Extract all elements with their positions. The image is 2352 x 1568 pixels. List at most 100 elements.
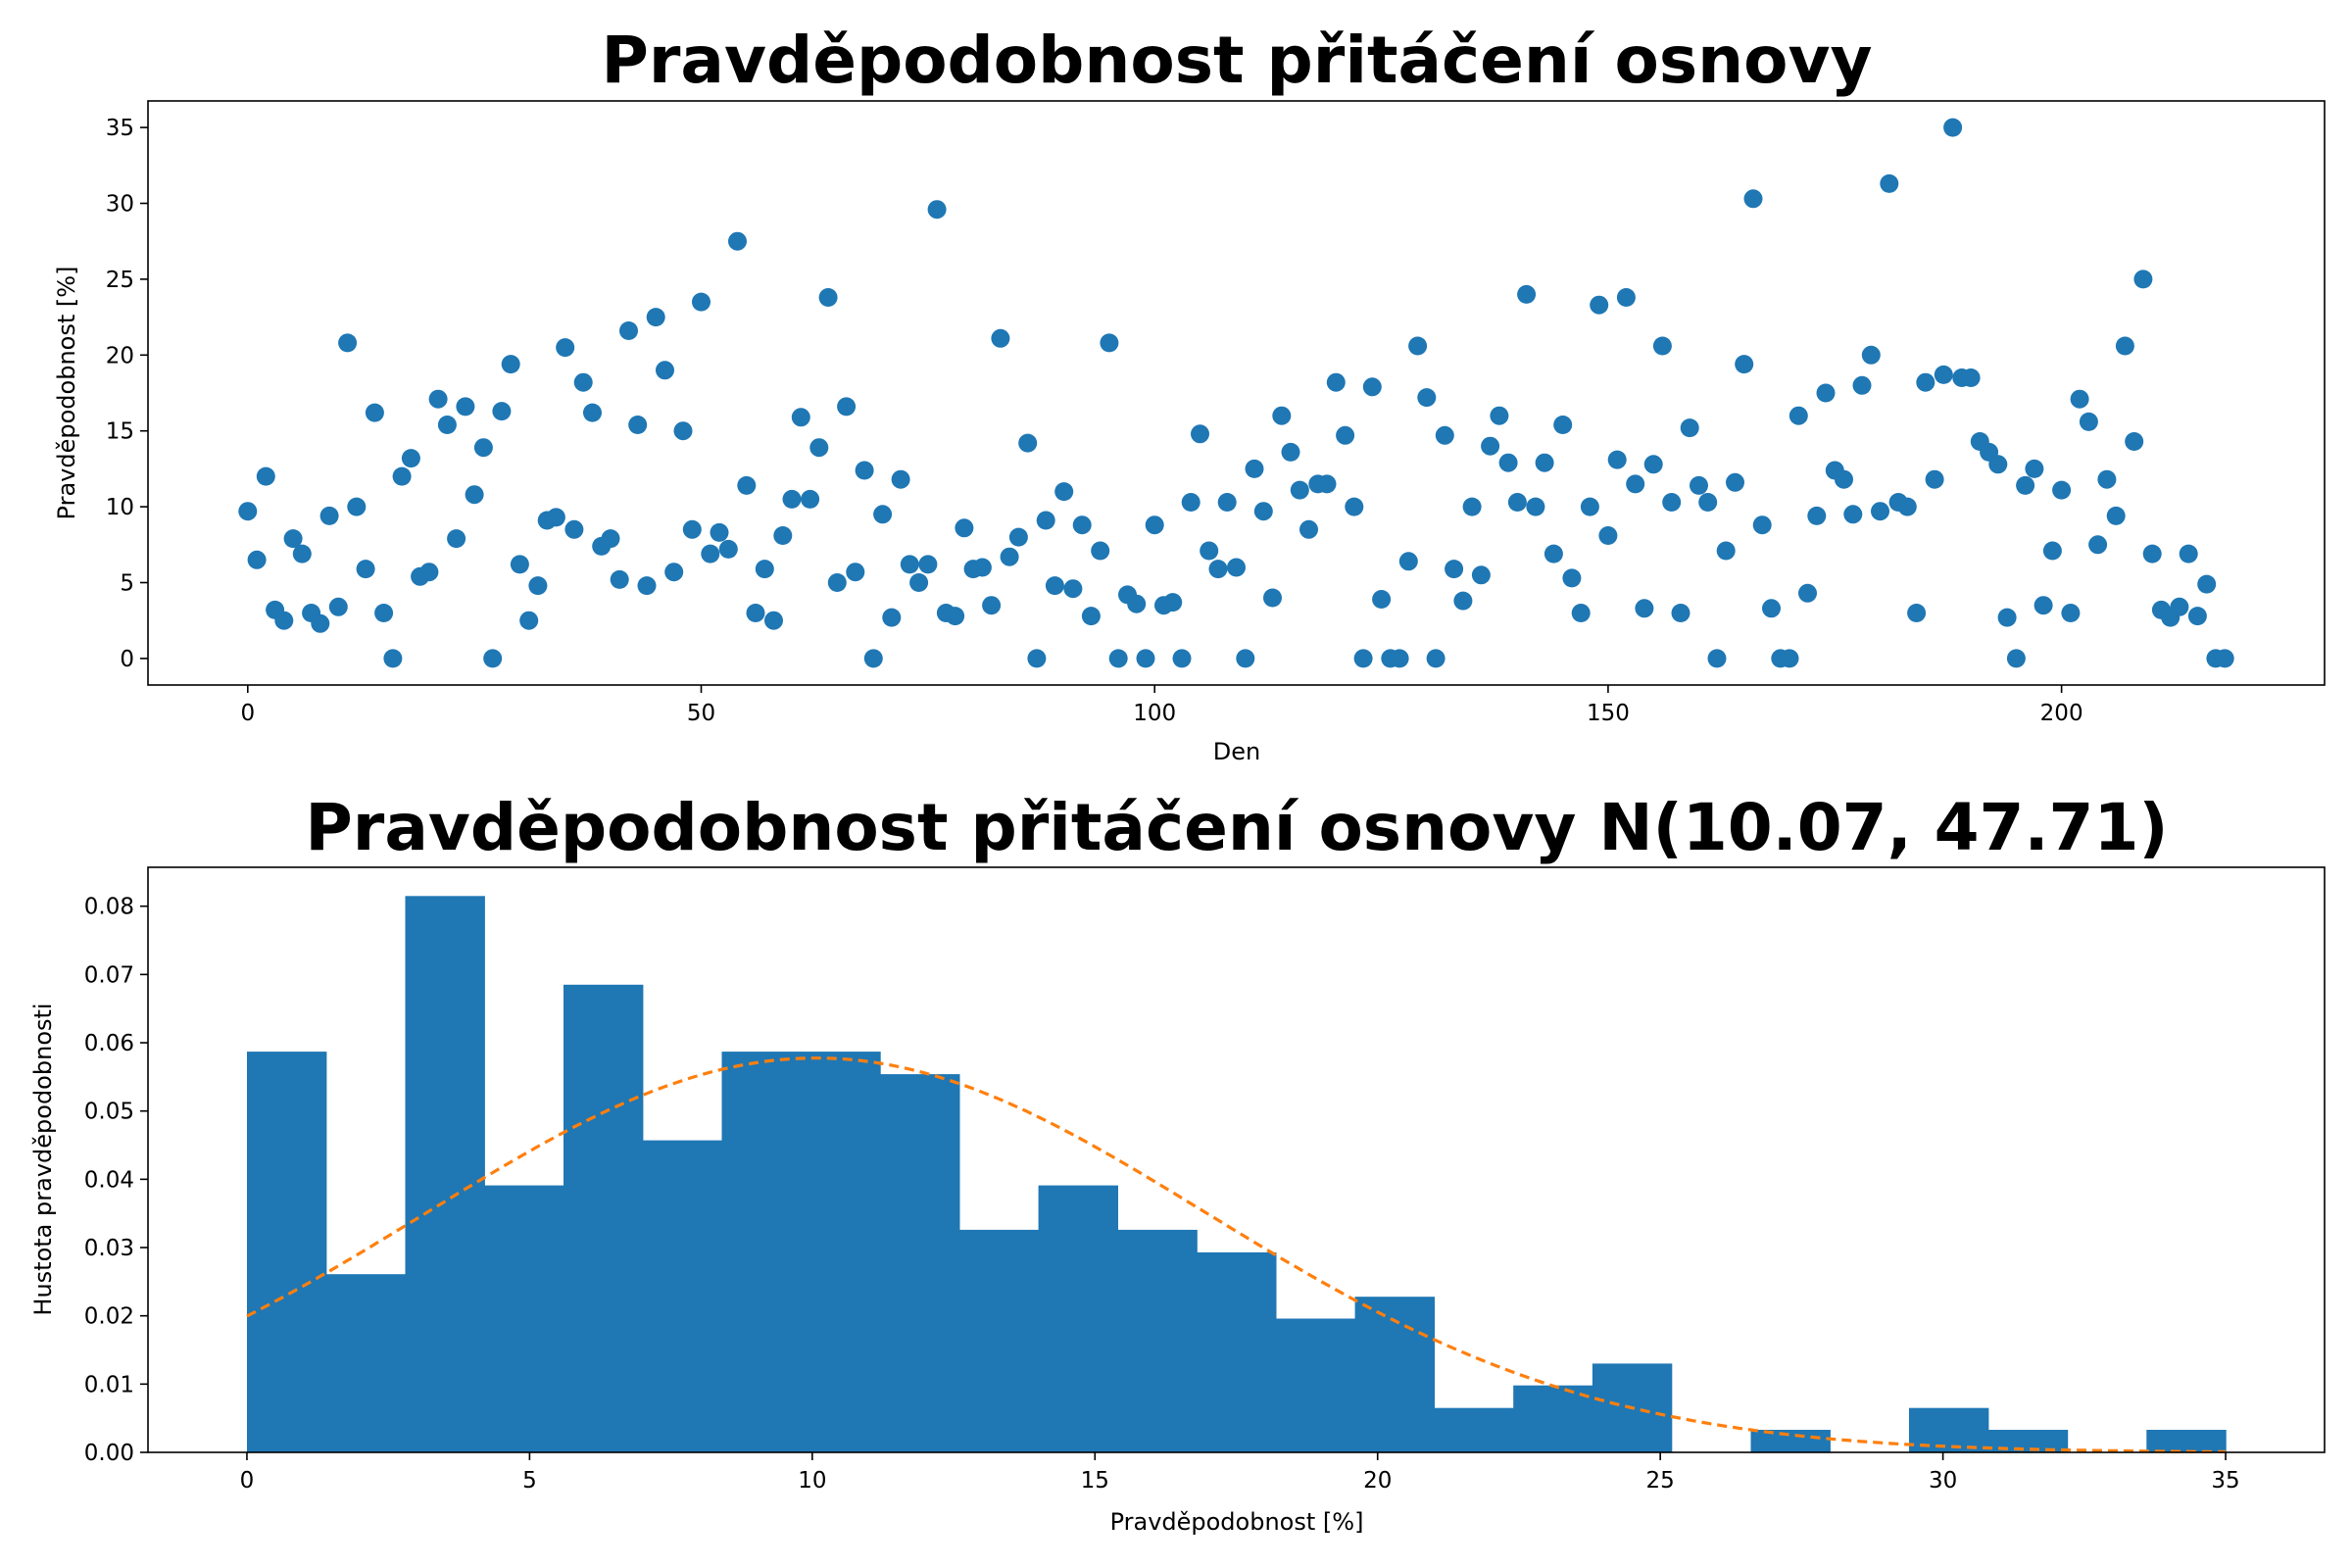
scatter-point — [1871, 502, 1889, 521]
x-tick-label: 0 — [240, 701, 255, 726]
scatter-point — [401, 449, 420, 468]
scatter-point — [1054, 482, 1074, 502]
scatter-point — [1227, 558, 1246, 577]
scatter-point — [437, 416, 457, 434]
scatter-point — [1136, 649, 1155, 668]
y-tick-label: 0.02 — [84, 1304, 134, 1330]
histogram-bar — [642, 1140, 723, 1452]
scatter-point — [1816, 383, 1836, 403]
scatter-point — [1807, 506, 1827, 525]
scatter-point — [1072, 515, 1092, 535]
y-tick-label: 0 — [120, 647, 134, 672]
scatter-point — [1997, 608, 2017, 627]
scatter-point — [1127, 594, 1147, 613]
histogram-bar — [958, 1229, 1040, 1452]
scatter-point — [1263, 588, 1282, 608]
scatter-point — [2088, 535, 2108, 555]
histogram-bar — [801, 1052, 881, 1452]
scatter-point — [1934, 365, 1953, 384]
scatter-point — [1607, 450, 1627, 469]
histogram-bar — [880, 1074, 960, 1452]
scatter-point — [1798, 583, 1817, 603]
scatter-point — [510, 555, 529, 574]
scatter-point — [1245, 459, 1264, 478]
scatter-point — [1916, 372, 1936, 392]
scatter-point — [419, 563, 439, 582]
scatter-point — [673, 421, 693, 441]
histogram-x-ticks: 0 5 10 15 20 25 30 35 — [240, 1452, 2240, 1494]
scatter-point — [692, 292, 710, 312]
histogram-bar — [1513, 1385, 1593, 1452]
scatter-point — [2170, 597, 2189, 616]
scatter-point — [746, 604, 765, 622]
scatter-point — [1988, 455, 2008, 474]
scatter-point — [428, 389, 448, 409]
scatter-point — [311, 613, 330, 633]
scatter-point — [1253, 502, 1273, 521]
scatter-point — [863, 649, 883, 668]
scatter-point — [2215, 649, 2234, 668]
scatter-point — [2179, 544, 2198, 564]
y-tick-label: 30 — [106, 191, 134, 217]
scatter-point — [447, 529, 466, 549]
scatter-point — [764, 611, 783, 630]
scatter-point — [338, 333, 358, 353]
scatter-point — [473, 438, 493, 458]
y-tick-label: 10 — [106, 495, 134, 520]
scatter-chart: Pravděpodobnost přitáčení osnovy 0 50 100 1… — [53, 23, 2326, 765]
scatter-point — [1635, 599, 1654, 618]
histogram-bar — [1117, 1229, 1198, 1452]
scatter-point — [2052, 480, 2072, 500]
scatter-point — [1172, 649, 1192, 668]
scatter-point — [791, 408, 810, 427]
scatter-point — [1852, 375, 1872, 395]
scatter-point — [1000, 547, 1019, 566]
scatter-point — [1181, 493, 1200, 512]
scatter-point — [809, 438, 829, 458]
scatter-point — [755, 560, 774, 579]
histogram-bar — [405, 896, 485, 1452]
scatter-y-axis-label: Pravděpodobnost [%] — [53, 267, 80, 520]
scatter-point — [1507, 493, 1527, 512]
scatter-point — [1526, 497, 1545, 516]
scatter-point — [1880, 173, 1899, 193]
histogram-y-axis-label: Hustota pravděpodobnosti — [29, 1003, 57, 1315]
x-tick-label: 150 — [1587, 701, 1630, 726]
x-tick-label: 15 — [1081, 1468, 1109, 1494]
scatter-point — [955, 518, 974, 538]
scatter-point — [601, 529, 620, 549]
scatter-point — [1081, 607, 1101, 626]
scatter-point — [564, 519, 584, 539]
scatter-point — [347, 497, 367, 516]
scatter-point — [1735, 355, 1754, 374]
scatter-point — [846, 563, 865, 582]
scatter-point — [1553, 416, 1573, 434]
scatter-point — [1680, 418, 1699, 438]
scatter-point — [483, 649, 503, 668]
y-tick-label: 0.04 — [84, 1167, 134, 1193]
scatter-point — [701, 544, 720, 564]
y-tick-label: 0.06 — [84, 1031, 134, 1056]
scatter-point — [1752, 515, 1772, 535]
scatter-point — [274, 611, 294, 630]
scatter-point — [1498, 453, 1518, 472]
scatter-point — [682, 519, 702, 539]
histogram-bar — [247, 1052, 327, 1452]
scatter-point — [528, 576, 548, 596]
scatter-point — [1471, 565, 1491, 585]
scatter-point — [1417, 388, 1437, 408]
scatter-point — [283, 529, 303, 549]
x-tick-label: 50 — [687, 701, 715, 726]
scatter-point — [519, 611, 539, 630]
y-tick-label: 0.03 — [84, 1236, 134, 1261]
scatter-point — [383, 649, 403, 668]
scatter-point — [1544, 544, 1563, 564]
scatter-point — [2025, 459, 2044, 478]
scatter-point — [991, 328, 1010, 348]
scatter-point — [2197, 574, 2217, 594]
scatter-point — [1272, 406, 1292, 425]
scatter-point — [2079, 412, 2098, 431]
histogram-axes-frame — [147, 866, 2326, 1453]
x-tick-label: 25 — [1646, 1468, 1675, 1494]
